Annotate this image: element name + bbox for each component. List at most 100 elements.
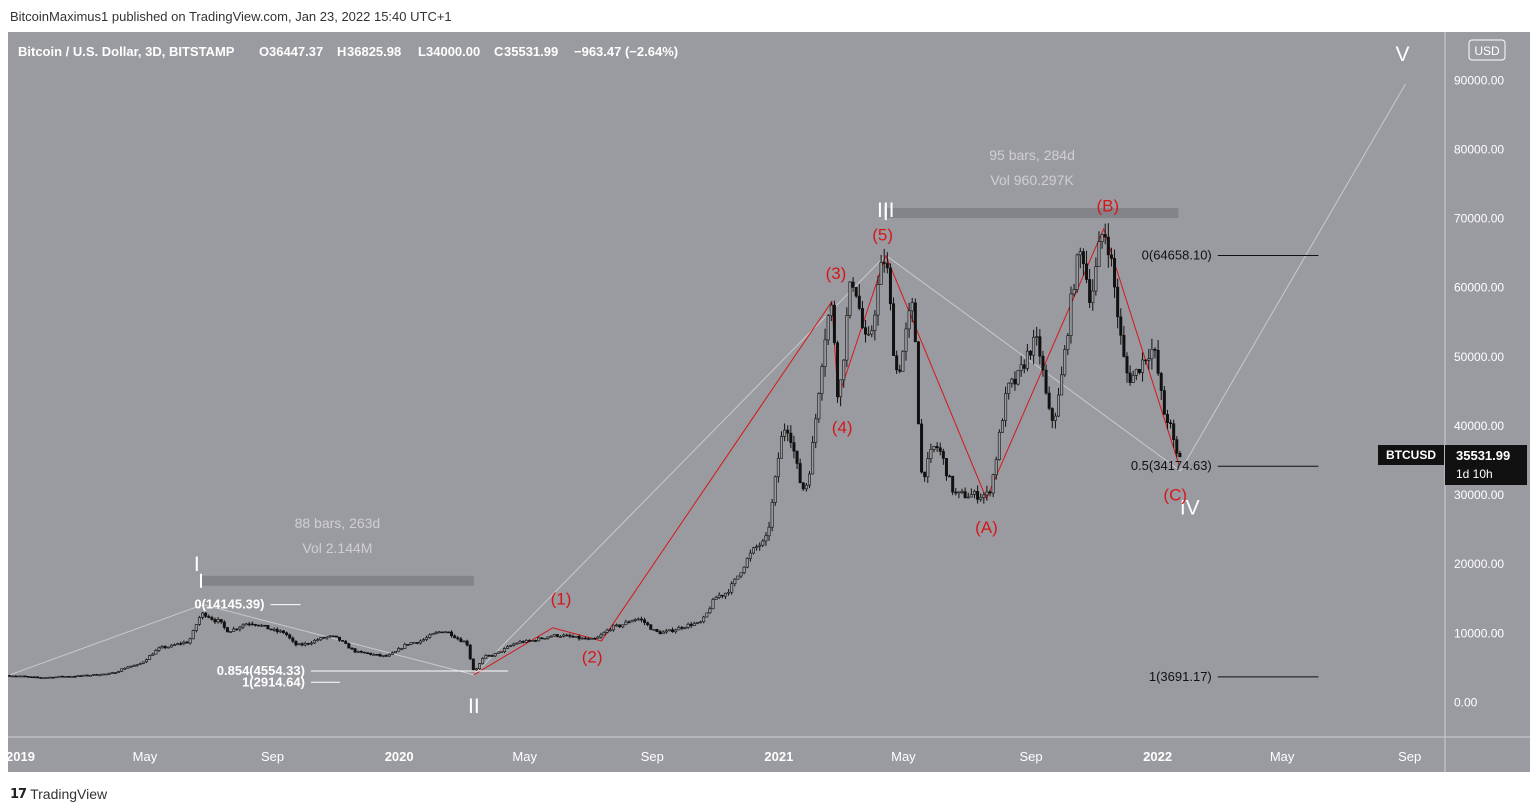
candle-body [465, 640, 469, 646]
y-tick-label: 60000.00 [1454, 281, 1504, 295]
candle-body [353, 648, 357, 653]
price-chart[interactable]: 88 bars, 263d Vol 2.144M 95 bars, 284d Vol … [6, 32, 1530, 772]
candle-body [767, 526, 771, 537]
wave-label: (3) [826, 264, 847, 283]
candle-body [409, 642, 413, 645]
candle-body [1075, 254, 1079, 290]
candle-body [898, 369, 902, 372]
candle-body [54, 676, 58, 679]
candle-body [387, 654, 391, 657]
candle-body [60, 675, 64, 678]
candle-body [1100, 233, 1104, 243]
candle-body [596, 636, 600, 639]
legend-c-label: C [494, 44, 504, 59]
candle-body [823, 339, 827, 367]
candle-body [257, 624, 261, 627]
candle-body [422, 639, 426, 642]
x-tick-label: 2022 [1143, 749, 1172, 764]
candle-body [294, 640, 298, 646]
candle-body [316, 639, 320, 642]
candle-body [443, 631, 447, 634]
candle-body [403, 644, 407, 649]
chart-area[interactable]: 88 bars, 263d Vol 2.144M 95 bars, 284d Vol … [6, 32, 1530, 772]
candle-body [1125, 356, 1129, 374]
candle-body [138, 663, 142, 665]
candle-body [471, 658, 475, 671]
candle-body [1178, 453, 1182, 458]
candle-body [1063, 349, 1067, 376]
candle-body [487, 654, 491, 657]
candle-body [954, 491, 958, 494]
candle-body [493, 653, 497, 657]
candle-body [82, 674, 86, 677]
candle-body [618, 624, 622, 628]
candle-body [864, 327, 868, 335]
legend-l-value: 34000.00 [426, 44, 480, 59]
candle-body [92, 673, 96, 676]
wave-label: IV [1180, 496, 1200, 519]
candle-body [1128, 372, 1132, 383]
candle-body [334, 635, 338, 638]
candle-body [412, 642, 416, 644]
candle-body [664, 630, 668, 633]
publish-info: BitcoinMaximus1 published on TradingView… [10, 9, 452, 24]
candle-body [885, 263, 889, 269]
candle-body [8, 675, 12, 677]
candle-body [468, 644, 472, 660]
candle-body [104, 673, 108, 676]
candle-body [496, 651, 500, 654]
candle-body [148, 655, 152, 660]
candle-body [107, 673, 111, 675]
x-tick-label: May [1270, 749, 1295, 764]
candle-body [32, 676, 36, 679]
candle-body [776, 457, 780, 478]
candle-body [437, 631, 441, 634]
y-tick-label: 20000.00 [1454, 557, 1504, 571]
candle-body [1057, 394, 1061, 417]
x-tick-label: Sep [1398, 749, 1421, 764]
candle-body [356, 651, 360, 653]
candle-body [938, 447, 942, 452]
tradingview-brand[interactable]: 17 TradingView [10, 786, 107, 802]
candle-body [481, 658, 485, 664]
candle-body [590, 637, 594, 640]
measure-vol-label: Vol 960.297K [990, 172, 1074, 188]
subwave-line-12345 [473, 255, 887, 676]
candle-body [450, 631, 454, 637]
candle-body [512, 643, 516, 646]
candle-body [826, 315, 830, 341]
candle-body [1153, 348, 1157, 351]
candle-body [739, 572, 743, 577]
candle-body [344, 640, 348, 644]
candle-body [811, 442, 815, 475]
candle-body [1038, 336, 1042, 357]
candle-body [29, 676, 33, 679]
candle-body [1094, 266, 1098, 292]
candle-body [1032, 336, 1036, 356]
candle-body [1025, 350, 1029, 369]
wave-label: (4) [832, 418, 853, 437]
candle-body [506, 646, 510, 649]
candle-body [621, 624, 625, 628]
candle-body [555, 634, 559, 637]
candle-body [123, 667, 127, 670]
candle-body [972, 490, 976, 495]
candle-body [428, 634, 432, 638]
candle-body [1091, 290, 1095, 303]
candle-body [434, 632, 438, 634]
candle-body [941, 451, 945, 459]
candle-body [73, 676, 77, 678]
candle-body [552, 634, 556, 637]
measure-vol-label: Vol 2.144M [302, 540, 372, 556]
candle-body [804, 484, 808, 490]
price-tag-symbol: BTCUSD [1386, 448, 1436, 462]
candle-body [705, 612, 709, 618]
candle-body [836, 342, 840, 398]
candle-body [394, 650, 398, 654]
currency-button[interactable]: USD [1468, 39, 1506, 61]
candle-body [1081, 251, 1085, 265]
candle-body [755, 546, 759, 549]
wave-label: II [468, 695, 480, 718]
candle-body [1109, 254, 1113, 259]
candle-body [1000, 420, 1004, 433]
